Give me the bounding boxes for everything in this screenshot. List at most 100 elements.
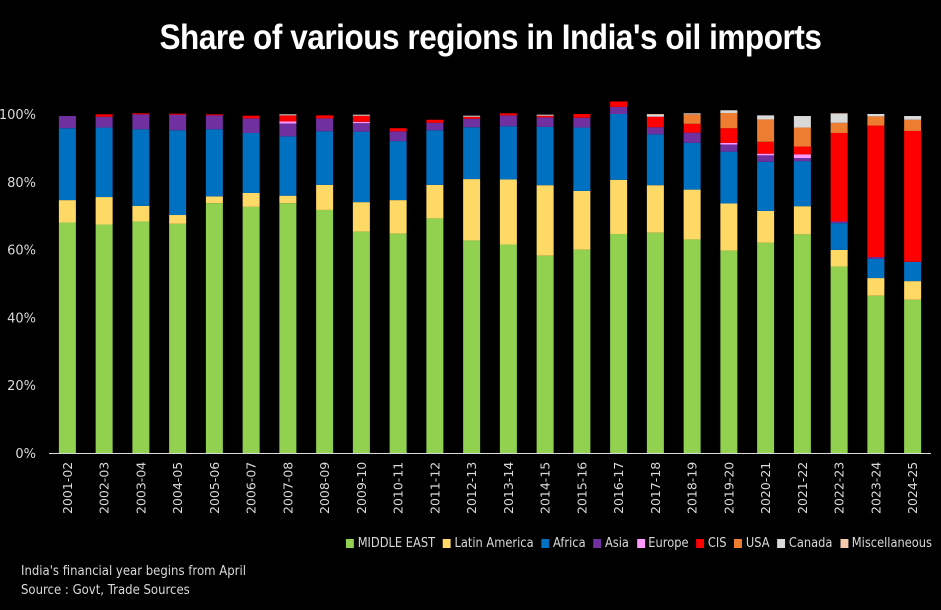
bar-segment-asia	[793, 158, 811, 162]
x-tick-label: 2023-24	[868, 462, 883, 514]
bar-segment-asia	[316, 118, 334, 132]
x-tick-label: 2005-06	[207, 462, 222, 514]
bar-segment-africa	[757, 161, 775, 211]
legend: MIDDLE EAST Latin America Africa Asia Europe…	[342, 536, 932, 551]
x-tick-label: 2014-15	[538, 462, 553, 514]
bar-segment-cis	[536, 115, 554, 118]
bar-segment-cis	[95, 114, 113, 117]
bar-segment-cis	[499, 113, 517, 116]
bar-stack-2023-24	[867, 114, 885, 453]
bar-segment-africa	[426, 130, 444, 185]
x-tick-label: 2020-21	[758, 462, 773, 514]
bar-segment-cis	[169, 113, 187, 115]
legend-label: Europe	[648, 536, 689, 551]
bar-segment-cis	[646, 116, 664, 128]
bar-stack-2020-21	[757, 115, 775, 453]
bar-segment-miscellaneous	[830, 113, 848, 114]
bar-stack-2021-22	[793, 116, 811, 453]
bar-segment-middle-east	[242, 206, 260, 453]
x-tick-label: 2011-12	[427, 462, 442, 514]
bar-segment-africa	[463, 127, 481, 180]
bar-segment-africa	[867, 258, 885, 279]
bar-segment-usa	[904, 119, 922, 131]
legend-label: Miscellaneous	[851, 536, 932, 551]
legend-item-africa: Africa	[541, 536, 586, 551]
bar-stack-2009-10	[352, 114, 370, 453]
bar-stack-2006-07	[242, 115, 260, 453]
bar-segment-latin-america	[58, 200, 76, 223]
legend-label: CIS	[707, 536, 727, 551]
bar-segment-usa	[757, 119, 775, 142]
bar-segment-asia	[683, 132, 701, 143]
bar-stack-2024-25	[904, 116, 922, 453]
bar-stack-2015-16	[573, 114, 591, 453]
bar-segment-asia	[205, 115, 223, 130]
bar-segment-middle-east	[720, 250, 738, 453]
legend-swatch	[840, 539, 849, 548]
x-tick-label: 2004-05	[170, 462, 185, 514]
bar-segment-canada	[279, 114, 297, 116]
bar-segment-cis	[205, 114, 223, 116]
legend-swatch	[593, 539, 602, 548]
bar-segment-canada	[463, 115, 481, 117]
footnote-source: Source : Govt, Trade Sources	[21, 583, 190, 598]
legend-item-usa: USA	[734, 536, 770, 551]
bar-segment-africa	[683, 142, 701, 190]
bar-segment-cis	[793, 146, 811, 155]
bar-segment-asia	[58, 116, 76, 129]
y-tick-label: 60%	[7, 244, 36, 259]
bar-segment-canada	[904, 116, 922, 120]
bar-segment-asia	[720, 144, 738, 152]
x-tick-label: 2003-04	[133, 462, 148, 514]
bars	[58, 101, 922, 453]
bar-segment-asia	[536, 117, 554, 127]
legend-swatch	[636, 539, 645, 548]
bar-segment-latin-america	[279, 195, 297, 204]
bar-segment-cis	[352, 115, 370, 122]
y-tick-label: 0%	[15, 447, 36, 462]
legend-swatch	[777, 539, 786, 548]
footnote-financial-year: India's financial year begins from April	[21, 564, 246, 579]
x-tick-label: 2013-14	[501, 462, 516, 514]
x-tick-label: 2012-13	[464, 462, 479, 514]
bar-segment-middle-east	[757, 242, 775, 453]
bar-segment-latin-america	[169, 215, 187, 224]
bar-segment-canada	[352, 114, 370, 116]
bar-segment-africa	[646, 134, 664, 186]
bar-stack-2011-12	[426, 119, 444, 453]
bar-segment-africa	[389, 141, 407, 201]
bar-segment-middle-east	[95, 224, 113, 453]
bar-segment-africa	[58, 128, 76, 201]
legend-label: Asia	[604, 536, 629, 551]
bar-segment-usa	[830, 122, 848, 133]
bar-segment-asia	[352, 123, 370, 132]
legend-label: USA	[745, 536, 770, 551]
x-tick-label: 2017-18	[648, 462, 663, 514]
bar-stack-2005-06	[205, 114, 223, 453]
bar-segment-asia	[279, 123, 297, 137]
bar-segment-canada	[867, 114, 885, 117]
bar-segment-europe	[279, 121, 297, 124]
bar-segment-latin-america	[573, 190, 591, 250]
bar-segment-cis	[904, 130, 922, 262]
bar-stack-2001-02	[58, 116, 76, 453]
legend-label: Africa	[552, 536, 586, 551]
bar-segment-middle-east	[426, 218, 444, 453]
x-tick-label: 2006-07	[244, 462, 259, 514]
bar-segment-latin-america	[830, 249, 848, 267]
bar-segment-cis	[830, 132, 848, 222]
bar-segment-africa	[169, 130, 187, 216]
bar-segment-latin-america	[426, 184, 444, 219]
x-tick-label: 2002-03	[97, 462, 112, 514]
bar-segment-asia	[242, 118, 260, 133]
bar-segment-asia	[132, 114, 150, 130]
y-tick-label: 100%	[0, 108, 36, 123]
bar-segment-europe	[352, 121, 370, 124]
bar-segment-africa	[536, 126, 554, 186]
bar-stack-2007-08	[279, 114, 297, 453]
x-tick-label: 2022-23	[832, 462, 847, 514]
y-tick-label: 20%	[7, 379, 36, 394]
x-tick-label: 2018-19	[685, 462, 700, 514]
bar-stack-2012-13	[463, 115, 481, 453]
bar-stack-2016-17	[610, 101, 628, 453]
